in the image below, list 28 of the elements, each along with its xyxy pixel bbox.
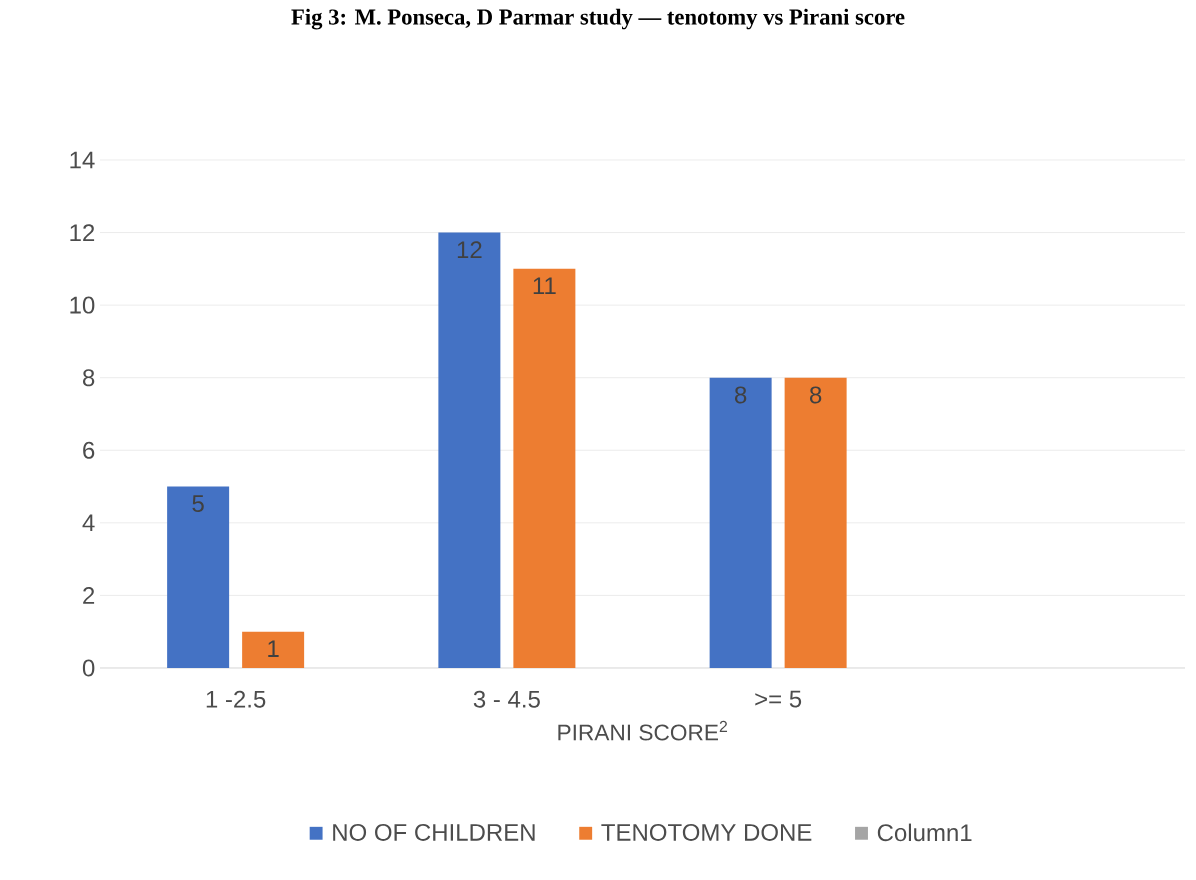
y-tick-label: 14 (70, 151, 95, 169)
data-label: 12 (457, 241, 482, 259)
data-label: 1 (268, 640, 279, 657)
legend-label: NO OF CHILDREN (333, 823, 535, 841)
y-tick-label: 4 (82, 514, 95, 532)
legend-label: Column1 (877, 823, 972, 842)
bar (513, 268, 576, 668)
data-label: 11 (533, 277, 556, 295)
y-tick-label: 0 (82, 659, 95, 677)
bar (242, 631, 305, 668)
x-tick-label: 1 -2.5 (206, 690, 266, 708)
legend-label: TENOTOMY DONE (601, 823, 812, 841)
data-label: 8 (810, 386, 822, 404)
y-tick-label: 12 (70, 224, 95, 241)
x-tick-label: 3 - 4.5 (473, 690, 540, 708)
bar (784, 377, 847, 668)
y-tick-label: 8 (82, 369, 95, 387)
y-tick-label: 2 (83, 587, 95, 604)
bar (438, 232, 501, 668)
x-tick-label: >= 5 (755, 690, 802, 708)
bar (167, 486, 230, 668)
data-label: 5 (192, 495, 204, 513)
x-axis-title: PIRANI SCORE$^{2}$ (558, 720, 728, 741)
y-tick-label: 6 (83, 441, 95, 459)
bar (709, 377, 772, 668)
data-label: 8 (735, 386, 747, 404)
chart-title: Fig 3: M. Ponseca, D Parmar study — tenotomy vs Pirani score (291, 8, 905, 30)
y-tick-label: 10 (70, 296, 95, 314)
